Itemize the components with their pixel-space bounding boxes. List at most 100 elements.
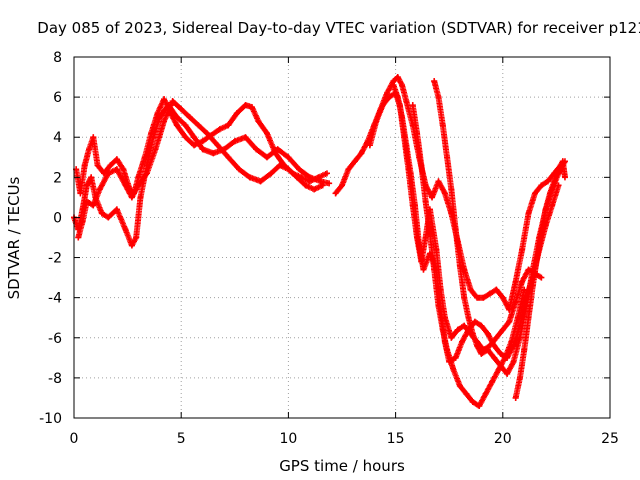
data-point <box>257 178 264 185</box>
data-point <box>203 130 210 137</box>
data-point <box>105 214 112 221</box>
series-track-c <box>75 98 326 241</box>
data-point <box>561 174 568 181</box>
data-point <box>538 230 545 237</box>
data-point <box>113 166 120 173</box>
data-point <box>441 190 448 197</box>
data-point <box>231 138 238 145</box>
data-point <box>326 180 333 187</box>
data-point <box>499 326 506 333</box>
data-point <box>120 166 127 173</box>
data-point <box>236 166 243 173</box>
data-point <box>191 142 198 149</box>
data-point <box>255 118 262 125</box>
data-point <box>246 174 253 181</box>
data-point <box>512 394 519 401</box>
x-tick-label: 25 <box>601 431 619 447</box>
data-point <box>311 186 318 193</box>
data-point <box>501 354 508 361</box>
data-point <box>429 194 436 201</box>
data-point <box>411 202 418 209</box>
data-point <box>516 374 523 381</box>
data-point <box>81 162 88 169</box>
data-point <box>242 134 249 141</box>
data-point <box>403 98 410 105</box>
data-point <box>351 158 358 165</box>
data-point <box>263 154 270 161</box>
data-point <box>366 142 373 149</box>
data-point <box>242 102 249 109</box>
data-point <box>373 118 380 125</box>
data-point <box>497 350 504 357</box>
data-point <box>403 142 410 149</box>
data-point <box>459 338 466 345</box>
data-point <box>143 170 150 177</box>
data-point <box>416 242 423 249</box>
data-point <box>549 202 556 209</box>
data-point <box>409 102 416 109</box>
data-point <box>122 182 129 189</box>
data-point <box>461 322 468 329</box>
data-point <box>83 198 90 205</box>
data-point <box>519 278 526 285</box>
data-point <box>191 134 198 141</box>
data-point <box>444 346 451 353</box>
series-track-h <box>409 102 528 409</box>
data-point <box>431 78 438 85</box>
y-tick-label: 0 <box>53 210 62 226</box>
data-point <box>135 182 142 189</box>
y-tick-label: -4 <box>48 291 62 307</box>
data-point <box>79 218 86 225</box>
data-point <box>493 334 500 341</box>
data-point <box>452 226 459 233</box>
data-point <box>456 262 463 269</box>
data-point <box>293 174 300 181</box>
data-point <box>182 122 189 129</box>
data-point <box>216 126 223 133</box>
y-tick-label: 6 <box>53 90 62 106</box>
data-point <box>285 154 292 161</box>
data-point <box>141 154 148 161</box>
data-series <box>71 74 568 409</box>
data-point <box>98 210 105 217</box>
data-point <box>456 382 463 389</box>
series-track-a <box>73 96 330 197</box>
data-point <box>407 170 414 177</box>
data-point <box>173 114 180 121</box>
series-track-i <box>512 158 568 401</box>
data-point <box>379 102 386 109</box>
data-point <box>86 146 93 153</box>
data-point <box>161 96 168 103</box>
data-point <box>435 178 442 185</box>
data-point <box>263 130 270 137</box>
data-point <box>225 154 232 161</box>
data-point <box>461 294 468 301</box>
data-point <box>306 174 313 181</box>
data-point <box>516 334 523 341</box>
data-point <box>450 366 457 373</box>
data-point <box>482 390 489 397</box>
data-point <box>248 104 255 111</box>
data-point <box>133 234 140 241</box>
data-point <box>454 326 461 333</box>
data-point <box>512 298 519 305</box>
y-tick-label: 8 <box>53 50 62 66</box>
x-tick-label: 20 <box>494 431 512 447</box>
y-tick-label: -10 <box>39 411 62 427</box>
data-point <box>542 206 549 213</box>
data-point <box>474 294 481 301</box>
data-point <box>161 118 168 125</box>
data-point <box>135 174 142 181</box>
data-point <box>107 162 114 169</box>
data-point <box>426 230 433 237</box>
data-point <box>390 82 397 89</box>
data-point <box>414 130 421 137</box>
y-tick-label: -2 <box>48 251 62 267</box>
data-point <box>422 198 429 205</box>
x-axis-label: GPS time / hours <box>279 457 405 475</box>
chart-title: Day 085 of 2023, Sidereal Day-to-day VTE… <box>37 19 640 37</box>
data-point <box>394 74 401 81</box>
data-point <box>489 378 496 385</box>
data-point <box>323 170 330 177</box>
data-point <box>214 142 221 149</box>
